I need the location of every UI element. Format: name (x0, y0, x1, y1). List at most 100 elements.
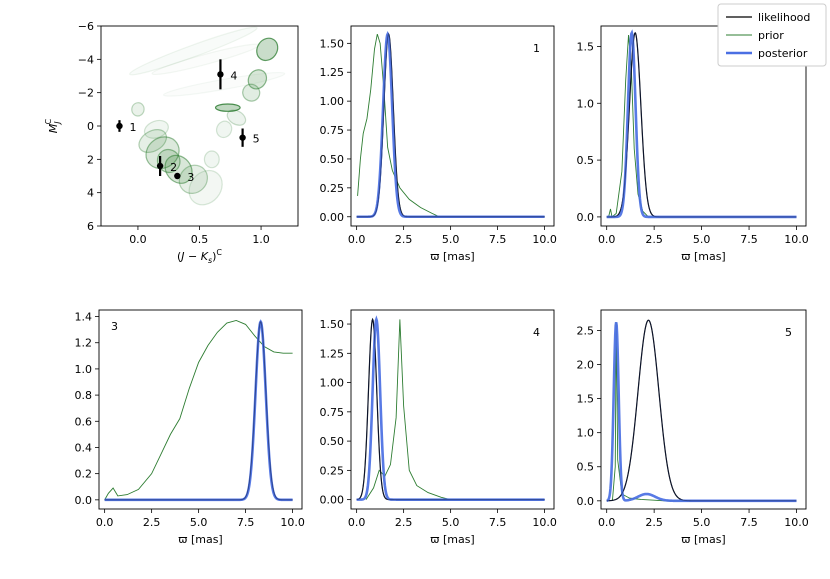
y-tick-label: 0.8 (75, 389, 93, 402)
x-tick-label: 2.5 (143, 516, 161, 529)
x-tick-label: 0.0 (348, 233, 366, 246)
posterior-contour (129, 26, 258, 76)
y-tick-label: 0.50 (320, 435, 345, 448)
x-tick-label: 10.0 (532, 516, 557, 529)
x-tick-label: 10.0 (280, 516, 305, 529)
x-tick-label: 5.0 (693, 516, 711, 529)
y-tick-label: 0.75 (320, 124, 345, 137)
y-tick-label: 0.6 (75, 415, 93, 428)
posterior-line-3 (104, 319, 293, 502)
posterior-contour (247, 69, 268, 90)
x-tick-label: 5.0 (693, 233, 711, 246)
y-tick-label: 0.5 (577, 461, 595, 474)
x-axis-label: ϖ [mas] (430, 250, 474, 263)
y-tick-label: 6 (87, 220, 94, 233)
x-tick-label: 0.0 (598, 516, 616, 529)
star-point-1 (116, 122, 123, 130)
y-tick-label: 0.25 (320, 182, 345, 195)
y-tick-label: 0.00 (320, 211, 345, 224)
y-tick-label: 0.25 (320, 464, 345, 477)
y-tick-label: −6 (78, 20, 94, 33)
x-tick-label: 0.0 (129, 233, 147, 246)
y-tick-label: −4 (78, 53, 94, 66)
star-point-3 (174, 172, 181, 180)
panel-2: 0.02.55.07.510.00.00.51.01.5ϖ [mas]2 (577, 25, 809, 263)
y-tick-label: 0.0 (577, 495, 595, 508)
posterior-contour (151, 43, 260, 76)
y-tick-label: 2 (87, 153, 94, 166)
axes-frame (600, 25, 807, 227)
x-axis-label: ϖ [mas] (178, 533, 222, 546)
y-tick-label: 4 (87, 187, 94, 200)
y-tick-label: 0.4 (75, 441, 93, 454)
y-tick-label: 0.5 (577, 154, 595, 167)
panel-4: 0.0 2.5 5.0 7.5 10.0 0.00 0.25 0.50 0.75 1.00 1.25… (320, 309, 557, 546)
panel-number-label: 5 (785, 326, 792, 339)
posterior-contour (203, 150, 220, 169)
y-tick-label: 1.5 (577, 393, 595, 406)
legend: likelihood prior posterior (717, 3, 827, 67)
prior-line-4 (365, 319, 545, 501)
x-tick-label: 0.0 (96, 516, 114, 529)
y-tick-label: 1.5 (577, 40, 595, 53)
posterior-contour (164, 154, 193, 184)
y-tick-label: 1.2 (75, 337, 93, 350)
posterior-contour (256, 37, 279, 62)
posterior-contour (145, 136, 180, 170)
x-tick-label: 2.5 (645, 233, 663, 246)
x-tick-label: 0.0 (348, 516, 366, 529)
posterior-contour (242, 83, 261, 102)
x-tick-label: 7.5 (489, 233, 507, 246)
y-tick-label: 1.0 (577, 427, 595, 440)
y-tick-label: 0.75 (320, 406, 345, 419)
prior-line-3 (104, 319, 293, 501)
likelihood-overlay-1 (356, 33, 545, 218)
likelihood-overlay-2 (606, 32, 797, 218)
posterior-contour (162, 71, 286, 97)
posterior-contour (214, 103, 241, 112)
star-label-2: 2 (170, 161, 177, 174)
star-label-1: 1 (129, 121, 136, 134)
y-tick-label: 1.25 (320, 66, 345, 79)
panel-5: 0.0 2.5 5.0 7.5 10.0 0.0 0.5 1.0 1.5 2.0 2.5 ϖ [mas… (577, 309, 809, 546)
posterior-contour (215, 120, 233, 139)
star-label-5: 5 (253, 133, 260, 146)
x-tick-label: 7.5 (237, 516, 255, 529)
likelihood-overlay-3 (104, 320, 293, 501)
x-tick-label: 5.0 (442, 516, 460, 529)
panel-number-label: 4 (533, 326, 540, 339)
y-tick-label: 0.0 (75, 494, 93, 507)
x-axis-label: (J − Ks)C (177, 248, 222, 265)
x-axis-label: ϖ [mas] (430, 533, 474, 546)
legend-prior-label: prior (758, 29, 784, 42)
x-tick-label: 0.5 (191, 233, 209, 246)
posterior-line-5 (606, 322, 797, 503)
star-label-3: 3 (187, 171, 194, 184)
x-tick-label: 7.5 (740, 516, 758, 529)
posterior-contour (131, 102, 145, 117)
x-tick-label: 0.0 (598, 233, 616, 246)
posterior-contour (178, 164, 209, 195)
legend-likelihood-label: likelihood (758, 11, 810, 24)
star-point-2 (156, 162, 164, 170)
x-tick-label: 7.5 (740, 233, 758, 246)
y-tick-label: 0.50 (320, 153, 345, 166)
star-point-4 (217, 71, 224, 78)
x-tick-label: 2.5 (395, 233, 413, 246)
x-tick-label: 2.5 (645, 516, 663, 529)
y-tick-label: 1.00 (320, 95, 345, 108)
y-tick-label: 1.00 (320, 377, 345, 390)
y-tick-label: 2.5 (577, 324, 595, 337)
panel-3: 0.0 2.5 5.0 7.5 10.0 0.0 0.2 0.4 0.6 0.8 1.0 1.2 1.4… (75, 309, 305, 546)
y-tick-label: 1.0 (75, 363, 93, 376)
y-tick-label: 1.50 (320, 318, 345, 331)
posterior-contour (143, 119, 169, 139)
x-tick-label: 10.0 (532, 233, 557, 246)
y-tick-label: 0.0 (577, 211, 595, 224)
x-tick-label: 10.0 (784, 516, 809, 529)
y-tick-label: 1.0 (577, 97, 595, 110)
prior-line-5 (611, 322, 797, 502)
x-tick-label: 5.0 (190, 516, 208, 529)
